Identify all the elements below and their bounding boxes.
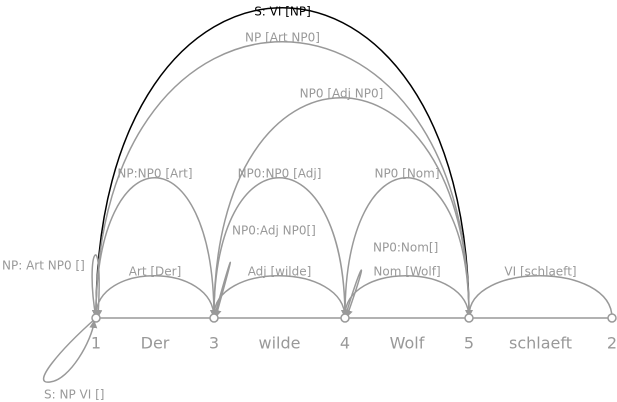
edge-arc [210,275,346,319]
edge-label: S: VI [NP] [254,5,311,19]
loop-arc [43,317,98,383]
edge-label: Nom [Wolf] [373,265,440,279]
edge-label: NP0 [Adj NP0] [300,87,384,101]
edge-arc [92,7,470,319]
edge-label: NP0:Adj NP0[] [232,224,316,238]
edge-label: Adj [wilde] [248,265,312,279]
edge-label: S: NP VI [] [44,388,104,402]
node-label: 1 [91,334,101,353]
loop-arc [344,269,363,319]
loop-arc [213,261,232,319]
node-label: 3 [209,334,219,353]
node [607,313,617,323]
edge-arc [341,177,470,319]
edge-arc [92,177,215,319]
edge-label: NP [Art NP0] [245,31,320,45]
edge-label: NP0:Nom[] [373,241,438,255]
node-label: 5 [464,334,474,353]
node [464,313,474,323]
edge-label: NP:NP0 [Art] [117,167,192,181]
edge-label: VI [schlaeft] [504,265,576,279]
edge-arc [92,275,215,319]
node-label: 2 [607,334,617,353]
node [91,313,101,323]
word: Wolf [390,334,425,353]
edge-arc [341,275,470,319]
node [340,313,350,323]
edge-arc [465,275,613,319]
word: schlaeft [509,334,572,353]
edge-arc [92,41,470,319]
edge-arc [210,97,470,319]
loop-arc [91,254,103,319]
edge-label: Art [Der] [129,265,182,279]
edge-label: NP: Art NP0 [] [2,259,85,273]
edge-arc [210,177,346,319]
node-label: 4 [340,334,350,353]
node [209,313,219,323]
edge-label: NP0:NP0 [Adj] [238,167,322,181]
word: wilde [259,334,301,353]
edge-label: NP0 [Nom] [374,167,439,181]
word: Der [141,334,170,353]
